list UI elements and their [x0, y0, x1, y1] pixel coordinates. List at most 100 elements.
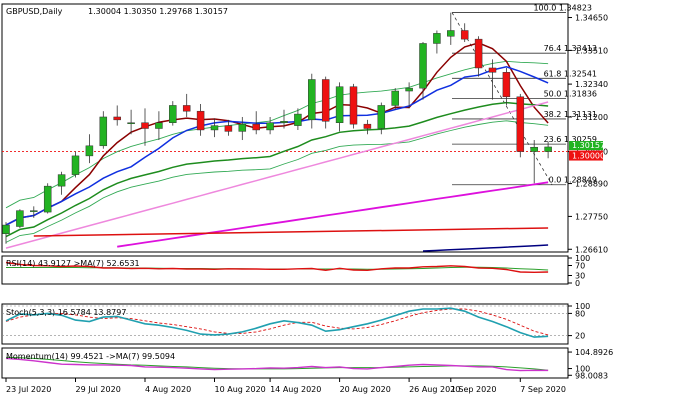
candle-body	[85, 145, 94, 157]
ma-pink-line	[5, 101, 549, 249]
candle-body	[447, 30, 455, 37]
y-tick-label: 1.28890	[575, 180, 608, 189]
momentum-pane-border	[1, 347, 569, 379]
candle-body	[252, 123, 260, 131]
sub-y-tick-label: 30	[575, 272, 585, 281]
candle-body	[377, 105, 386, 129]
y-tick-label: 1.26610	[575, 245, 608, 254]
ma-blue-line	[5, 66, 549, 226]
sub-y-tick-label: 98.0083	[575, 371, 608, 380]
main-pane-border	[1, 3, 569, 253]
candle-body	[474, 38, 483, 69]
sub-y-tick-label: 100	[575, 365, 590, 374]
candle-body	[127, 122, 135, 124]
ma-fast-line	[5, 42, 549, 226]
candle-body	[321, 79, 330, 122]
candle-body	[349, 86, 358, 125]
candle-body	[391, 90, 399, 106]
candle-body	[419, 43, 427, 89]
candle-body	[2, 224, 10, 234]
candle-body	[280, 121, 288, 123]
g-stoch-d-line	[5, 308, 549, 336]
sub-y-tick-label: 0	[575, 279, 580, 288]
g-mom-mom-line	[5, 357, 549, 372]
x-tick-label: 4 Aug 2020	[145, 385, 191, 394]
fib-level-label: 50.0 1.31836	[544, 90, 597, 99]
candle-body	[502, 72, 511, 98]
x-tick-label: 29 Jul 2020	[76, 385, 121, 394]
fib-level-label: 38.2 1.31131	[544, 110, 597, 119]
candle-body	[224, 125, 233, 132]
candle-body	[141, 122, 149, 129]
sub-y-tick-label: 100	[575, 302, 590, 311]
rsi-pane-border	[1, 255, 569, 285]
current-price-box	[569, 150, 603, 161]
ma-red-line	[33, 227, 549, 237]
ma-green-line	[5, 101, 549, 238]
candle-body	[155, 122, 163, 129]
y-tick-label: 1.27750	[575, 212, 608, 221]
last-price-box	[569, 141, 603, 151]
candle-body	[57, 174, 66, 187]
candle-body	[516, 96, 525, 152]
y-tick-label: 1.32340	[575, 80, 608, 89]
candle-body	[210, 125, 219, 131]
candle-body	[182, 105, 191, 112]
stoch-pane-border	[1, 303, 569, 345]
candle-body	[335, 86, 344, 123]
fib-level-label: 61.8 1.32541	[544, 69, 597, 78]
x-tick-label: 10 Aug 2020	[215, 385, 266, 394]
candle-body	[16, 210, 24, 227]
candle-body	[460, 30, 469, 40]
y-tick-label: 1.33510	[575, 46, 608, 55]
candle-body	[488, 67, 497, 73]
candle-body	[71, 155, 80, 175]
fib-level-label: 23.6 1.30259	[544, 135, 597, 144]
current-price-label: 1.30000	[572, 152, 605, 161]
symbol-label: GBPUSD,Daily	[6, 7, 63, 16]
last-price-label: 1.30157	[572, 141, 605, 150]
candle-body	[308, 79, 316, 121]
x-axis: 23 Jul 2020 29 Jul 2020 4 Aug 2020 10 Aug 2…	[5, 378, 566, 394]
x-tick-label: 26 Aug 2020	[409, 385, 460, 394]
fib-level-label: 0.0 1.28849	[549, 176, 597, 185]
candle-body	[294, 113, 302, 126]
ma-navy-line	[422, 244, 549, 252]
momentum-legend: Momentum(14) 99.4521 ->MA(7) 99.5094	[6, 352, 175, 361]
x-tick-label: 1 Sep 2020	[451, 385, 497, 394]
sub-y-tick-label: 80	[575, 309, 585, 318]
rsi-legend: RSI(14) 43.9127 >MA(7) 52.6531	[6, 259, 140, 268]
candle-body	[405, 87, 413, 92]
candle-body	[99, 116, 108, 147]
candle-body	[266, 122, 274, 131]
stoch-legend: Stoch(5,3,3) 16.5784 13.8797	[6, 308, 126, 317]
y-tick-label: 1.34650	[575, 14, 608, 23]
candle-body	[544, 146, 552, 152]
candle-body	[196, 110, 205, 131]
candle-body	[363, 123, 372, 129]
main-pane: 1.34650 1.33510 1.32340 1.31200 1.30000 1.288…	[2, 4, 608, 254]
candle-body	[30, 210, 38, 212]
candle-body	[169, 105, 177, 123]
sub-y-tick-label: 100	[575, 254, 590, 263]
candle-body	[530, 146, 538, 152]
candle-body	[238, 123, 247, 132]
g-stoch-k-line	[5, 307, 549, 338]
sub-y-tick-label: 104.8926	[575, 348, 613, 357]
bollinger-upper	[5, 60, 549, 209]
g-rsi-rsi-line	[5, 261, 549, 274]
candle-body	[113, 116, 121, 121]
ma-magenta-line	[117, 181, 549, 248]
fib-level-label: 100.0 1.34823	[533, 4, 592, 13]
sub-y-tick-label: 70	[575, 262, 585, 271]
fib-level-label: 76.4 1.33413	[544, 44, 597, 53]
x-tick-label: 7 Sep 2020	[520, 385, 566, 394]
bollinger-lower	[5, 120, 549, 243]
candle-body	[433, 33, 441, 44]
candle-body	[43, 185, 52, 213]
